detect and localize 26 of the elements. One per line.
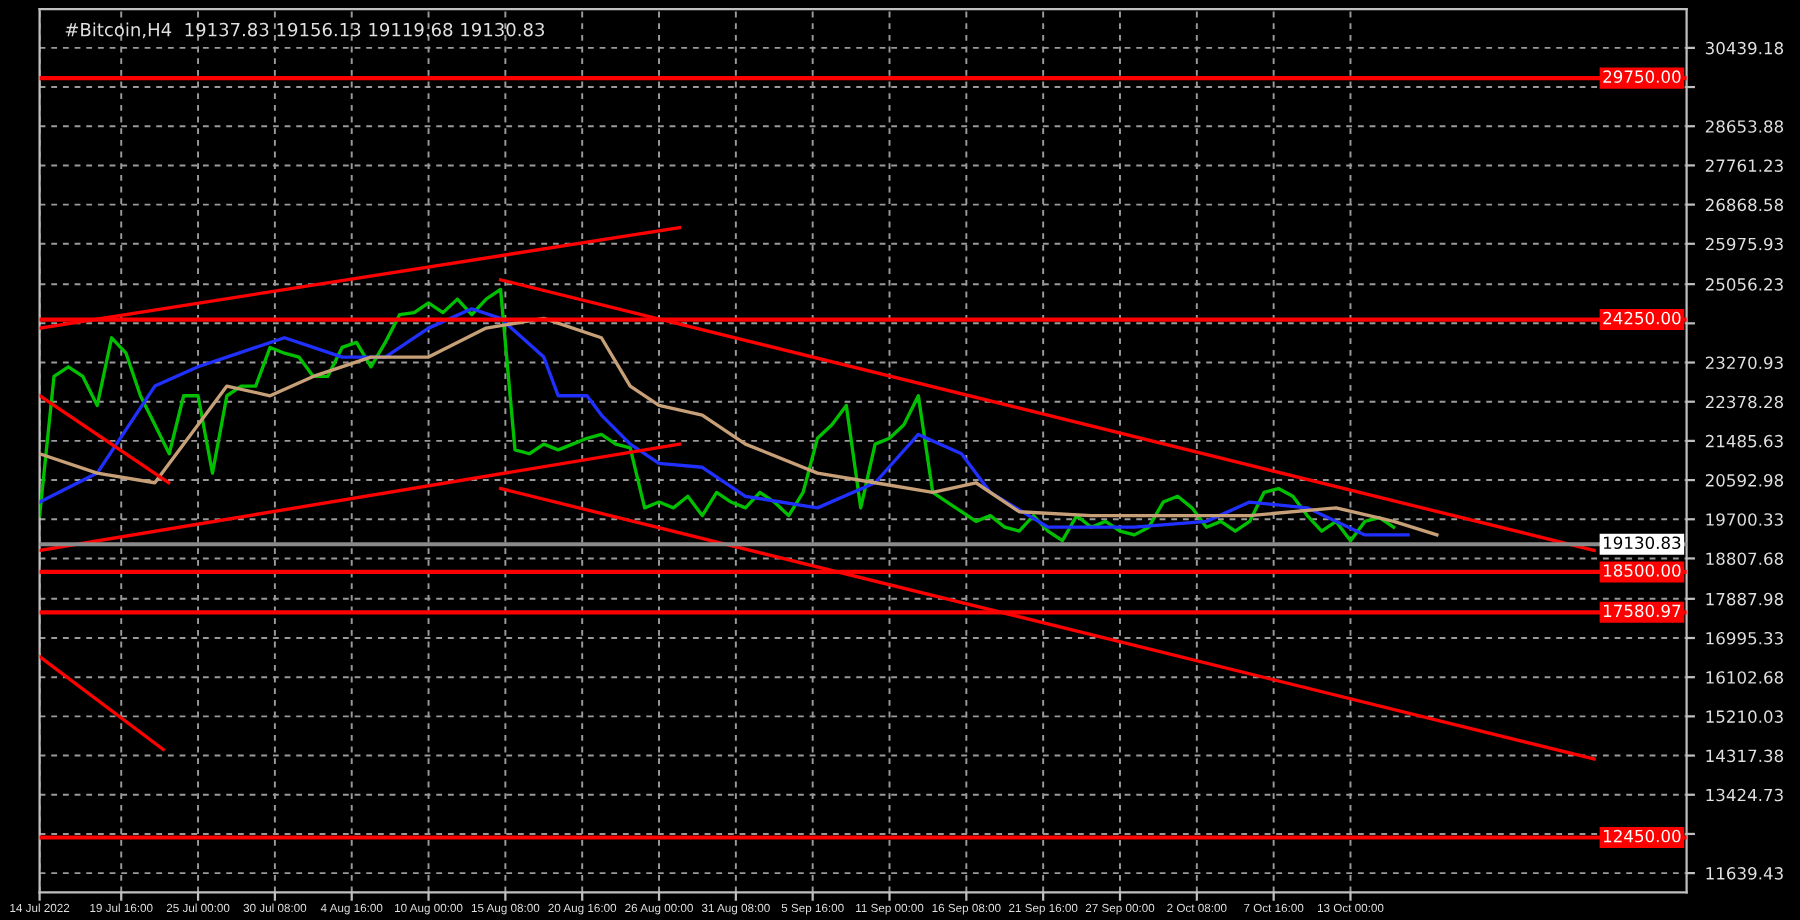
y-tick-label: 16995.33: [1706, 631, 1783, 645]
y-tick-label: 17887.98: [1706, 592, 1784, 606]
y-tick-label: 28653.88: [1705, 120, 1784, 133]
y-tick-label: 30439.18: [1705, 41, 1784, 55]
text: #Bitcoin,H4 19137.83 19156.13 19119.68 19130.83: [65, 22, 545, 39]
y-tick-label: 14317.38: [1706, 749, 1784, 763]
y-tick-label: 19700.33: [1706, 513, 1783, 526]
y-tick-label: 26868.58: [1705, 198, 1784, 212]
ref-line-label: 18500.00: [1603, 564, 1681, 577]
y-tick-label: 25975.93: [1705, 237, 1783, 251]
y-tick-label: 20592.98: [1705, 474, 1784, 487]
y-tick-label: 22378.28: [1705, 395, 1784, 409]
y-tick-label: 15210.03: [1706, 710, 1783, 723]
ref-line-label: 17580.97: [1603, 604, 1681, 618]
ref-line-label: 24250.00: [1603, 311, 1681, 325]
y-tick-label: 21485.63: [1705, 434, 1783, 448]
ref-line-label: 12450.00: [1603, 829, 1681, 843]
y-tick-label: 25056.23: [1705, 278, 1783, 291]
y-tick-label: 18807.68: [1706, 552, 1784, 566]
ref-line-label: 29750.00: [1603, 70, 1681, 83]
y-tick-label: 11639.43: [1706, 867, 1783, 880]
y-tick-label: 27761.23: [1705, 159, 1783, 172]
y-tick-label: 16102.68: [1706, 671, 1784, 684]
y-tick-label: 13424.73: [1706, 788, 1783, 802]
ref-line-label: 19130.83: [1603, 536, 1681, 550]
y-tick-label: 23270.93: [1705, 356, 1783, 370]
